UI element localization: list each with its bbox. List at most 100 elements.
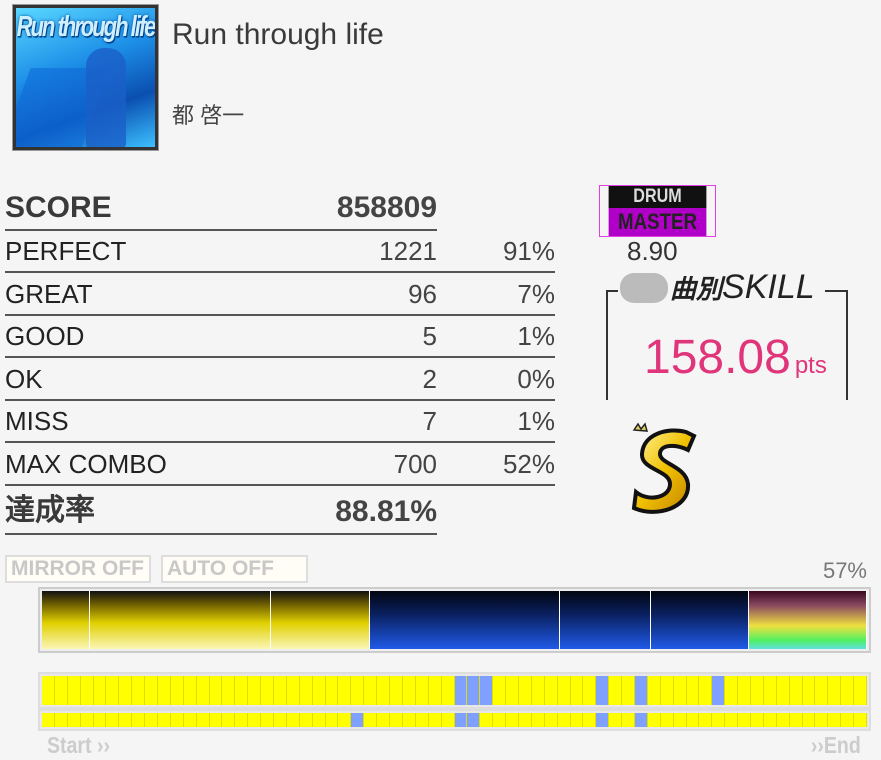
timeline-cell xyxy=(274,676,287,705)
timeline-cell xyxy=(132,676,146,705)
timeline-cell xyxy=(209,676,223,705)
timeline-cell xyxy=(415,676,429,705)
timeline-cell xyxy=(325,713,339,727)
timeline-cell xyxy=(518,713,532,727)
timeline-cell xyxy=(67,713,81,727)
judgment-percent: 1% xyxy=(517,406,555,436)
timeline-cell xyxy=(222,676,236,705)
timeline-cell xyxy=(544,713,558,727)
timeline-cell xyxy=(699,713,713,727)
timeline-cell xyxy=(119,713,133,727)
timeline-cell-miss xyxy=(467,713,481,727)
timeline-cell xyxy=(299,676,313,705)
timeline-cell xyxy=(557,676,571,705)
skill-header: 曲別SKILL xyxy=(618,268,825,307)
timeline-cell xyxy=(441,676,455,705)
timeline-cell xyxy=(183,713,197,727)
judgment-label: MAX COMBO xyxy=(5,448,167,479)
timeline-cell xyxy=(506,713,519,727)
skill-unit: pts xyxy=(794,352,827,379)
mirror-option: MIRROR OFF xyxy=(5,555,151,583)
timeline-cell xyxy=(312,713,326,727)
timeline-cell xyxy=(609,676,623,705)
gauge-segment-yellow xyxy=(42,591,90,649)
difficulty-level: 8.90 xyxy=(627,236,678,266)
timeline-cell xyxy=(776,713,790,727)
gauge-segment-blue xyxy=(559,591,652,649)
judgment-percent: 1% xyxy=(517,321,555,351)
timeline-cell xyxy=(158,713,171,727)
skill-value: 158.08 xyxy=(644,331,791,384)
timeline-cell xyxy=(93,676,107,705)
judgment-label: MISS xyxy=(5,406,69,436)
timeline-cell xyxy=(377,676,391,705)
timeline-cell xyxy=(518,676,532,705)
timeline-cell-miss xyxy=(467,676,481,705)
timeline-cell xyxy=(660,713,674,727)
score-row: SCORE 858809 xyxy=(5,187,437,231)
timeline-cell xyxy=(506,676,519,705)
skill-label-jp: 曲別 xyxy=(670,274,723,304)
achievement-label: 達成率 xyxy=(5,494,95,527)
jacket-figure xyxy=(86,48,126,147)
achievement-value: 88.81% xyxy=(335,495,437,528)
timeline-cell xyxy=(183,676,197,705)
timeline-cell xyxy=(364,713,378,727)
timeline-cell xyxy=(622,713,635,727)
song-title: Run through life xyxy=(172,18,384,51)
timeline-cell xyxy=(274,713,287,727)
difficulty-badge: DRUM MASTER xyxy=(599,185,716,237)
timeline-cell xyxy=(750,676,764,705)
timeline-cell xyxy=(647,713,661,727)
timeline-cell xyxy=(248,676,262,705)
timeline-cell xyxy=(209,713,223,727)
timeline-cell xyxy=(106,713,120,727)
judgment-label: PERFECT xyxy=(5,236,127,266)
timeline-cell xyxy=(789,676,803,705)
judgment-percent: 0% xyxy=(517,363,555,394)
timeline-cell-miss xyxy=(634,713,648,727)
timeline-cell xyxy=(364,676,378,705)
timeline-cell xyxy=(699,676,713,705)
judgment-row-great: GREAT 96 7% xyxy=(5,274,555,316)
difficulty-name: MASTER xyxy=(608,208,707,236)
gauge-graph xyxy=(38,587,871,653)
judgment-label: OK xyxy=(5,363,43,394)
judgment-percent: 7% xyxy=(517,278,555,309)
timeline-cell xyxy=(286,713,300,727)
judgment-row-perfect: PERFECT 1221 91% xyxy=(5,231,555,273)
timeline-cell xyxy=(428,713,442,727)
timeline-cell xyxy=(815,713,829,727)
timeline-cell xyxy=(158,676,171,705)
timeline-cell xyxy=(712,713,726,727)
judgment-label: GOOD xyxy=(5,321,85,351)
score-value: 858809 xyxy=(336,191,437,224)
instrument-label: DRUM xyxy=(608,186,707,208)
timeline-cell xyxy=(42,713,55,727)
timeline-cell xyxy=(815,676,829,705)
timeline-cell xyxy=(261,676,275,705)
timeline-cell xyxy=(750,713,764,727)
timeline-cell xyxy=(338,676,352,705)
end-label: ››End xyxy=(811,732,861,758)
skill-label: SKILL xyxy=(722,268,815,306)
rank-s-icon: S xyxy=(631,422,697,514)
timeline-cell xyxy=(763,713,777,727)
timeline-cell xyxy=(531,713,545,727)
timeline-cell-miss xyxy=(480,676,494,705)
timeline-cell xyxy=(222,713,236,727)
timeline-cell xyxy=(145,676,159,705)
timeline-cell xyxy=(196,676,210,705)
skill-cloud-icon xyxy=(620,272,668,303)
judgment-row-ok: OK 2 0% xyxy=(5,359,555,401)
gauge-segment-blue xyxy=(651,591,750,649)
timeline-cell xyxy=(622,676,635,705)
timeline-cell xyxy=(42,676,55,705)
timeline-cell xyxy=(583,713,597,727)
start-label: Start ›› xyxy=(47,732,111,758)
judgment-count: 1221 xyxy=(379,236,437,266)
judgment-count: 2 xyxy=(422,363,437,394)
timeline-cell xyxy=(686,713,700,727)
timeline-cell xyxy=(351,676,365,705)
timeline-cell xyxy=(338,713,352,727)
